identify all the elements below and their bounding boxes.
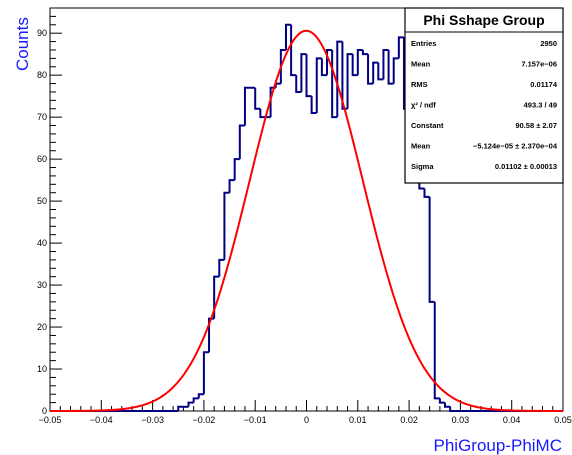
- stats-row-label: Sigma: [411, 162, 434, 171]
- y-tick-label: 30: [37, 280, 47, 290]
- histogram-bin: [331, 49, 338, 119]
- histogram-bin: [387, 49, 394, 85]
- histogram-bin: [326, 48, 333, 76]
- histogram-bin: [295, 75, 302, 93]
- stats-row-value: 90.58 ± 2.07: [515, 121, 557, 130]
- histogram-bin: [290, 24, 297, 77]
- x-tick-label: 0: [304, 415, 309, 425]
- y-tick-label: 10: [37, 364, 47, 374]
- stats-row-value: 7.157e−06: [521, 60, 557, 69]
- histogram-bin: [284, 23, 292, 50]
- axis-tick-labels: −0.05 −0.04 −0.03 −0.02 −0.01 0 0.01 0.02 0.03 0.…: [37, 28, 572, 425]
- histogram-bin: [397, 36, 404, 59]
- stats-row-label: Constant: [411, 121, 444, 130]
- stats-row-value: 0.01174: [530, 80, 558, 89]
- x-tick-label: −0.03: [141, 415, 164, 425]
- y-tick-label: 0: [42, 406, 47, 416]
- stats-row-value: 493.3 / 49: [524, 101, 557, 110]
- histogram-bin: [305, 54, 312, 98]
- histogram-bin: [336, 40, 343, 118]
- histogram-bin: [213, 275, 220, 319]
- y-tick-label: 60: [37, 154, 47, 164]
- stats-row-value: −5.124e−05 ± 2.370e−04: [473, 142, 558, 151]
- stats-row-label: RMS: [411, 80, 428, 89]
- histogram-bin: [428, 196, 435, 303]
- histogram-bin: [202, 351, 210, 395]
- histogram-bin: [382, 48, 389, 80]
- histogram-bin: [423, 188, 430, 198]
- x-tick-label: 0.03: [452, 415, 470, 425]
- histogram-bin: [351, 54, 358, 77]
- y-axis-title: Counts: [13, 17, 32, 71]
- x-tick-label: −0.02: [193, 415, 216, 425]
- histogram-bin: [177, 405, 184, 411]
- y-tick-label: 70: [37, 112, 47, 122]
- histogram-bin: [320, 58, 328, 77]
- histogram-bin: [259, 108, 266, 119]
- histogram-bin: [208, 317, 215, 353]
- histogram-bin: [377, 62, 384, 81]
- stats-row-label: χ² / ndf: [411, 101, 436, 110]
- histogram-bin: [310, 96, 317, 114]
- histogram-bin: [367, 54, 374, 85]
- stats-row-label: Mean: [411, 60, 431, 69]
- histogram-bin: [341, 41, 348, 110]
- y-tick-label: 40: [37, 238, 47, 248]
- fit-curve-group: [49, 29, 563, 412]
- stats-row-label: Mean: [411, 142, 431, 151]
- stats-row-label: Entries: [411, 39, 436, 48]
- histogram-bin: [228, 179, 235, 193]
- histogram-bin: [392, 57, 399, 84]
- histogram-bin: [238, 124, 245, 160]
- histogram-bin: [449, 406, 456, 412]
- x-tick-label: −0.01: [244, 415, 267, 425]
- histogram-bin: [444, 402, 451, 408]
- stats-rows: Entries 2950 Mean 7.157e−06 RMS 0.01174 χ² / n…: [411, 39, 558, 171]
- stats-box: Phi Sshape Group Entries 2950 Mean 7.157e−0…: [404, 7, 564, 184]
- stats-row-value: 2950: [540, 39, 557, 48]
- fit-curve: [49, 29, 563, 412]
- x-tick-label: 0.02: [400, 415, 418, 425]
- histogram-bin: [243, 86, 251, 126]
- stats-row-value: 0.01102 ± 0.00013: [495, 162, 557, 171]
- histogram-bin: [187, 401, 194, 407]
- histogram-bin: [438, 398, 446, 404]
- x-tick-label: −0.04: [90, 415, 113, 425]
- x-tick-label: 0.01: [349, 415, 367, 425]
- histogram-bin: [372, 61, 379, 84]
- histogram-bin: [346, 53, 353, 109]
- histogram-bin: [197, 393, 204, 399]
- x-tick-label: −0.05: [39, 415, 62, 425]
- histogram-bin: [361, 49, 369, 56]
- histogram-bin: [192, 397, 199, 403]
- stats-box-frame: [404, 7, 564, 184]
- y-tick-label: 50: [37, 196, 47, 206]
- histogram-bin: [433, 301, 440, 400]
- histogram-bin: [300, 53, 307, 92]
- histogram-bin: [233, 158, 240, 181]
- x-tick-label: 0.05: [554, 415, 572, 425]
- x-axis-title: PhiGroup-PhiMC: [434, 436, 563, 455]
- histogram-bin: [218, 258, 225, 277]
- histogram-bin: [254, 87, 261, 110]
- histogram-bin: [223, 191, 230, 260]
- histogram-bin: [315, 57, 322, 113]
- histogram-bin: [279, 48, 286, 84]
- histogram-bin: [356, 48, 363, 76]
- histogram-bin: [274, 82, 281, 88]
- y-tick-label: 20: [37, 322, 47, 332]
- y-tick-label: 90: [37, 28, 47, 38]
- stats-box-title: Phi Sshape Group: [423, 12, 544, 28]
- x-tick-label: 0.04: [503, 415, 521, 425]
- y-tick-label: 80: [37, 70, 47, 80]
